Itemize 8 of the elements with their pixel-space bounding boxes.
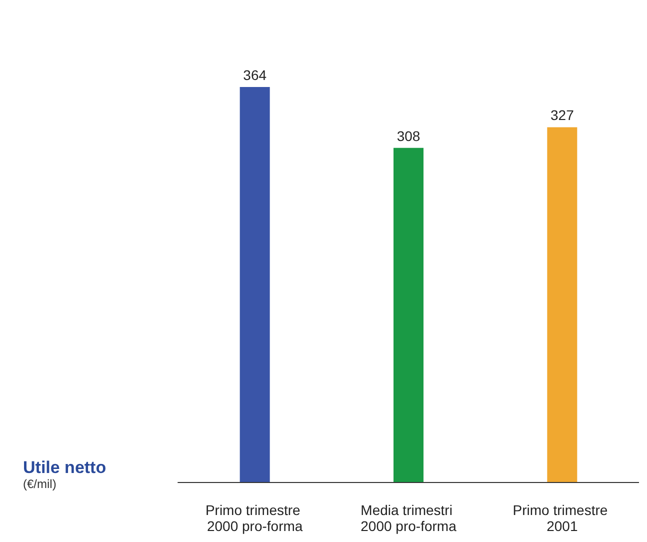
- data-label: 364: [243, 67, 267, 84]
- text: (€/mil): [23, 477, 56, 491]
- text: Utile netto: [23, 458, 106, 477]
- data-label: 327: [550, 107, 574, 124]
- x-tick-label: Primo trimestre 2000 pro-forma: [205, 502, 304, 534]
- x-tick-label: Media trimestri 2000 pro-forma: [360, 502, 457, 534]
- data-label: 308: [396, 128, 420, 144]
- x-tick-label: Primo trimestre 2001: [512, 502, 612, 534]
